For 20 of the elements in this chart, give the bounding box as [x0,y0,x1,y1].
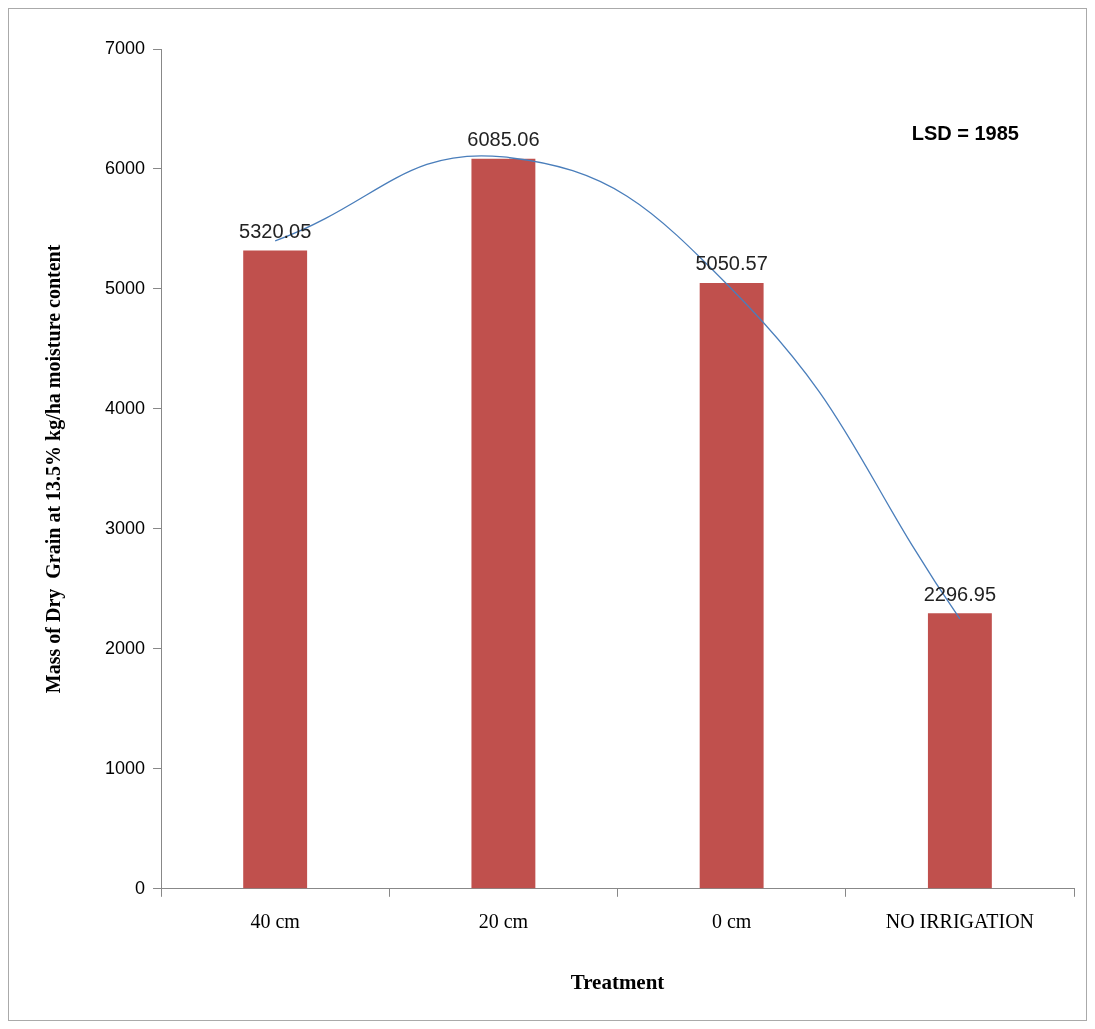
annotation: LSD = 1985 [911,121,1019,144]
y-tick-label: 5000 [105,277,146,298]
data-label: 6085.06 [467,128,540,151]
y-tick-label: 6000 [105,157,146,178]
y-tick-label: 2000 [105,637,146,658]
y-axis-title: Mass of Dry Grain at 13.5% kg/ha moisture content [42,244,66,694]
y-tick-label: 4000 [105,397,146,418]
x-tick-label: 40 cm [250,910,301,933]
bar [471,158,536,889]
bar [699,282,764,889]
y-tick-label: 3000 [105,517,146,538]
y-tick-label: 1000 [105,757,146,778]
y-tick-label: 0 [135,877,146,898]
bar [243,250,308,889]
x-axis-title: Treatment [570,969,665,994]
y-tick-label: 7000 [105,37,146,58]
x-tick-label: 0 cm [711,910,752,933]
bar [927,613,992,889]
x-tick-label: 20 cm [478,910,529,933]
x-tick-label: NO IRRIGATION [885,910,1035,933]
